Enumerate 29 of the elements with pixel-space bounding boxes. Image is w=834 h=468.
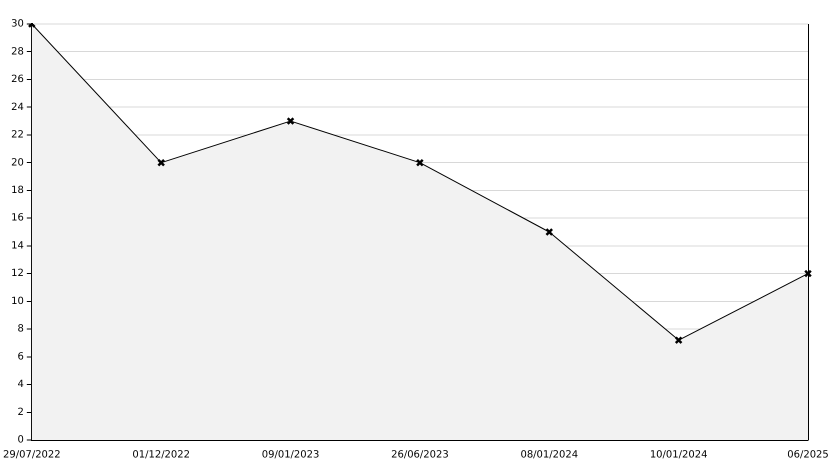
x-tick-label: 26/06/2023 <box>391 450 449 461</box>
x-tick-label: 08/01/2024 <box>520 450 578 461</box>
x-tick-label: 29/07/2022 <box>3 450 61 461</box>
point <box>804 270 812 278</box>
y-tick-label: 24 <box>11 102 24 113</box>
y-tick-label: 18 <box>11 184 24 196</box>
point <box>157 158 166 167</box>
y-tick-label: 4 <box>17 379 24 390</box>
y-tick-label: 30 <box>11 18 24 30</box>
y-tick-label: 8 <box>17 324 24 335</box>
y-tick-label: 16 <box>11 212 24 224</box>
x-tick-label: 09/01/2023 <box>262 450 320 461</box>
x-tick-label: 01/12/2022 <box>132 450 190 461</box>
y-tick-label: 20 <box>11 157 24 168</box>
y-tick-label: 0 <box>17 434 24 446</box>
point <box>674 336 683 344</box>
point <box>545 228 554 236</box>
point <box>286 116 295 126</box>
y-tick-label: 10 <box>11 296 24 307</box>
y-tick-label: 22 <box>11 130 24 141</box>
y-tick-label: 12 <box>11 268 24 280</box>
x-tick-label: 06/2025 <box>787 450 829 461</box>
y-tick-label: 28 <box>11 46 24 58</box>
y-tick-label: 26 <box>11 74 24 86</box>
point <box>416 158 424 167</box>
y-tick-label: 2 <box>17 406 24 418</box>
x-tick-label: 10/01/2024 <box>650 450 708 461</box>
y-tick-label: 14 <box>11 240 24 252</box>
y-tick-label: 6 <box>17 351 24 362</box>
